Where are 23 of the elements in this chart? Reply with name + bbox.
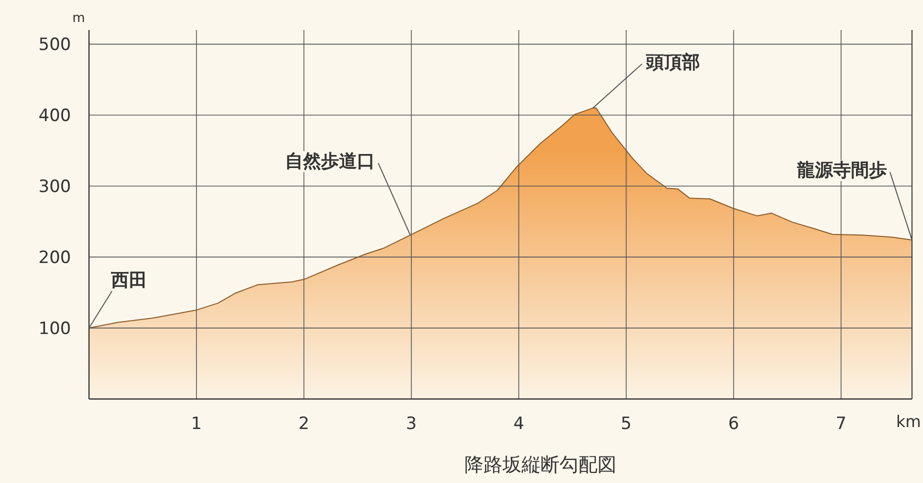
annotation: 龍源寺間歩 <box>796 160 887 182</box>
annotation: 自然歩道口 <box>285 151 376 172</box>
x-tick-label: 6 <box>728 414 740 434</box>
x-tick-label: 3 <box>406 414 417 434</box>
y-tick-label: 200 <box>38 248 71 268</box>
annotation: 頭頂部 <box>592 52 702 109</box>
y-tick-label: 300 <box>38 177 71 198</box>
x-tick-label: 5 <box>620 414 632 434</box>
annotation: 自然歩道口 <box>283 151 411 236</box>
x-tick-label: 1 <box>191 414 202 434</box>
x-tick-label: 2 <box>298 414 310 434</box>
x-tick-label: 4 <box>513 414 524 434</box>
x-axis-title: km <box>896 412 921 431</box>
y-tick-label: 100 <box>38 319 71 340</box>
y-tick-label: 400 <box>38 106 71 126</box>
text: 降路坂縦断勾配図 <box>464 454 616 476</box>
x-tick-label: 7 <box>836 414 847 434</box>
annotation: 頭頂部 <box>644 52 700 74</box>
annotation: 龍源寺間歩 <box>794 160 912 241</box>
y-axis-title: m <box>72 11 85 26</box>
annotation: 西田 <box>110 270 147 292</box>
annotation: 西田 <box>88 270 149 329</box>
y-tick-label: 500 <box>38 35 71 56</box>
